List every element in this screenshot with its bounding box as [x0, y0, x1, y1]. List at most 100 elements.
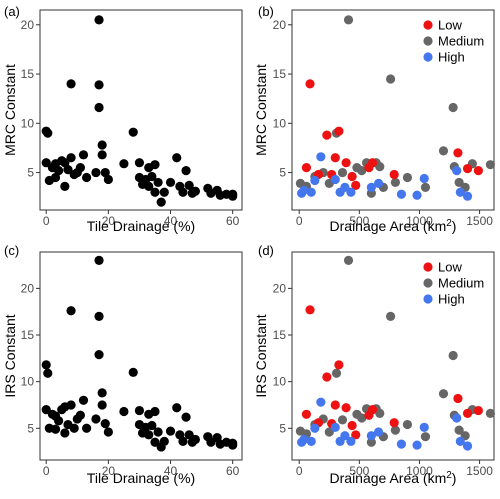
- plot-frame-d: [291, 251, 495, 461]
- data-point-high: [419, 173, 429, 184]
- y-tick-label: 20: [273, 281, 287, 295]
- data-point: [147, 420, 157, 431]
- x-axis-title-b-sup: 2: [446, 218, 452, 229]
- x-axis-title-d-main: Drainage Area (km: [330, 470, 447, 486]
- data-point-low: [351, 180, 361, 190]
- data-point-medium: [375, 408, 385, 418]
- data-point: [100, 167, 110, 178]
- data-point-high: [462, 441, 473, 451]
- data-point-low: [341, 403, 351, 413]
- ticks-b: 0 500 1000 1500 5 10 15 20: [273, 18, 494, 228]
- data-point-high: [310, 423, 320, 433]
- data-point: [150, 406, 160, 417]
- data-point: [43, 368, 53, 378]
- data-point-low: [389, 169, 399, 180]
- data-point-low: [351, 430, 361, 440]
- data-point-medium: [337, 167, 348, 178]
- data-point-low: [301, 163, 312, 173]
- x-tick-label: 500: [349, 214, 369, 228]
- x-tick-label: 500: [349, 464, 369, 478]
- data-point: [228, 191, 238, 201]
- data-point-low: [462, 164, 473, 174]
- x-axis-title-b-main: Drainage Area (km: [330, 218, 447, 234]
- data-point: [94, 311, 104, 321]
- data-point-high: [452, 165, 462, 176]
- data-point: [60, 158, 70, 168]
- y-tick-label: 10: [273, 116, 287, 130]
- data-point-medium: [402, 419, 413, 430]
- data-point-low: [462, 408, 473, 418]
- data-point: [94, 350, 104, 360]
- panel-c: (c) 0 20 40 60 5 10 15 20 Tile Drainage (%) IRS…: [2, 243, 243, 486]
- data-point: [147, 171, 157, 182]
- data-point-medium: [366, 437, 376, 447]
- data-point: [82, 172, 92, 183]
- legend-swatch-medium: [423, 36, 433, 46]
- data-point-low: [334, 126, 344, 136]
- x-axis-title-a: Tile Drainage (%): [87, 218, 195, 234]
- data-point: [63, 165, 73, 175]
- data-point: [60, 428, 70, 438]
- ticks-d: 0 500 1000 1500 5 10 15 20: [273, 281, 494, 478]
- data-point-high: [462, 191, 473, 201]
- legend-label-medium: Medium: [438, 276, 484, 291]
- y-axis-title-d: IRS Constant: [253, 314, 269, 397]
- x-tick-label: 60: [226, 214, 240, 228]
- x-axis-title-d-sup: 2: [446, 470, 452, 481]
- data-point: [94, 255, 104, 265]
- points-a: [41, 15, 238, 207]
- data-point: [134, 405, 145, 416]
- data-point: [153, 177, 163, 188]
- data-point: [41, 158, 51, 168]
- data-point-high: [346, 436, 356, 446]
- panel-label-b: (b): [258, 4, 274, 19]
- data-point: [66, 153, 76, 163]
- panel-d: (d) 0 500 1000 1500 5 10 15 20 Drainage Area (k…: [253, 243, 495, 486]
- data-point-high: [396, 189, 407, 199]
- data-point-high: [455, 436, 465, 446]
- data-point-high: [452, 413, 462, 423]
- x-tick-label: 1000: [406, 214, 433, 228]
- ticks-a: 0 20 40 60 5 10 15 20: [21, 18, 240, 228]
- points-b: [295, 15, 495, 201]
- data-point-medium: [357, 413, 367, 423]
- y-tick-label: 5: [279, 166, 286, 180]
- x-tick-label: 0: [296, 464, 303, 478]
- data-point: [144, 181, 154, 191]
- x-tick-label: 1500: [466, 464, 493, 478]
- data-point-high: [373, 427, 384, 437]
- plot-frame-a: [39, 9, 243, 211]
- legend-label-high: High: [438, 292, 465, 307]
- data-point-high: [412, 440, 422, 450]
- data-point: [94, 80, 104, 90]
- y-axis-title-a: MRC Constant: [2, 64, 18, 156]
- data-point: [150, 187, 160, 197]
- data-point-high: [366, 182, 376, 192]
- data-point: [144, 430, 154, 440]
- data-point-high: [316, 152, 326, 162]
- legend-swatch-medium: [423, 278, 433, 288]
- y-tick-label: 5: [27, 421, 34, 435]
- y-tick-label: 15: [21, 67, 35, 81]
- data-point: [159, 187, 169, 197]
- legend-label-high: High: [438, 50, 465, 65]
- y-tick-label: 20: [21, 281, 35, 295]
- y-tick-label: 10: [21, 116, 35, 130]
- data-point: [50, 424, 61, 434]
- x-tick-label: 20: [102, 464, 116, 478]
- x-axis-title-c: Tile Drainage (%): [87, 470, 195, 486]
- data-point: [181, 165, 191, 176]
- data-point: [94, 15, 104, 25]
- data-point: [103, 174, 113, 185]
- data-point: [172, 153, 182, 163]
- data-point-high: [346, 187, 356, 197]
- data-point: [103, 427, 113, 437]
- data-point: [69, 423, 79, 433]
- data-point: [181, 412, 191, 422]
- data-point-medium: [343, 15, 354, 25]
- x-tick-label: 0: [43, 214, 50, 228]
- data-point: [128, 367, 138, 377]
- data-point-low: [367, 405, 378, 415]
